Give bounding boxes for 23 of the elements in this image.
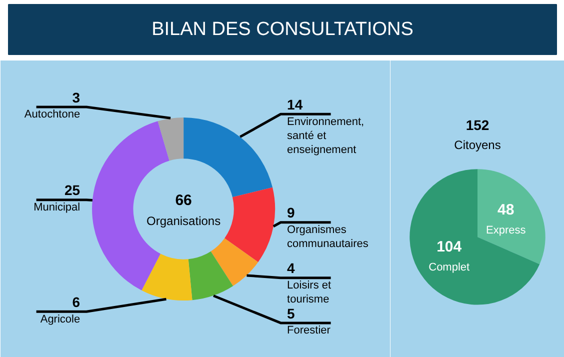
data-label: 6 xyxy=(72,294,80,310)
data-label: 48 xyxy=(498,201,514,218)
text: Organisations xyxy=(146,214,221,228)
slice-label: Forestier xyxy=(287,324,331,337)
data-label: 3 xyxy=(72,89,80,106)
data-label: 9 xyxy=(287,204,296,221)
slice-label: Autochtone xyxy=(24,108,80,121)
data-label: 14 xyxy=(287,96,303,112)
slice-label: Loisirs et tourisme xyxy=(287,280,332,306)
slice-label: Municipal xyxy=(34,202,80,214)
slice-label: Organismes communautaires xyxy=(287,224,369,250)
slice-label: Environnement, santé et enseignement xyxy=(287,116,364,156)
text: 66 xyxy=(175,192,192,209)
slice-label: Agricole xyxy=(40,313,80,326)
slice-label: Express xyxy=(486,224,526,236)
text: Citoyens xyxy=(454,138,501,152)
slice-label: Complet xyxy=(428,261,470,274)
data-label: 104 xyxy=(436,238,462,256)
data-label: 4 xyxy=(287,260,296,276)
data-label: 25 xyxy=(64,182,80,198)
chart-title: BILAN DES CONSULTATIONS xyxy=(152,19,414,40)
data-label: 5 xyxy=(287,305,296,322)
text: 152 xyxy=(466,117,490,134)
